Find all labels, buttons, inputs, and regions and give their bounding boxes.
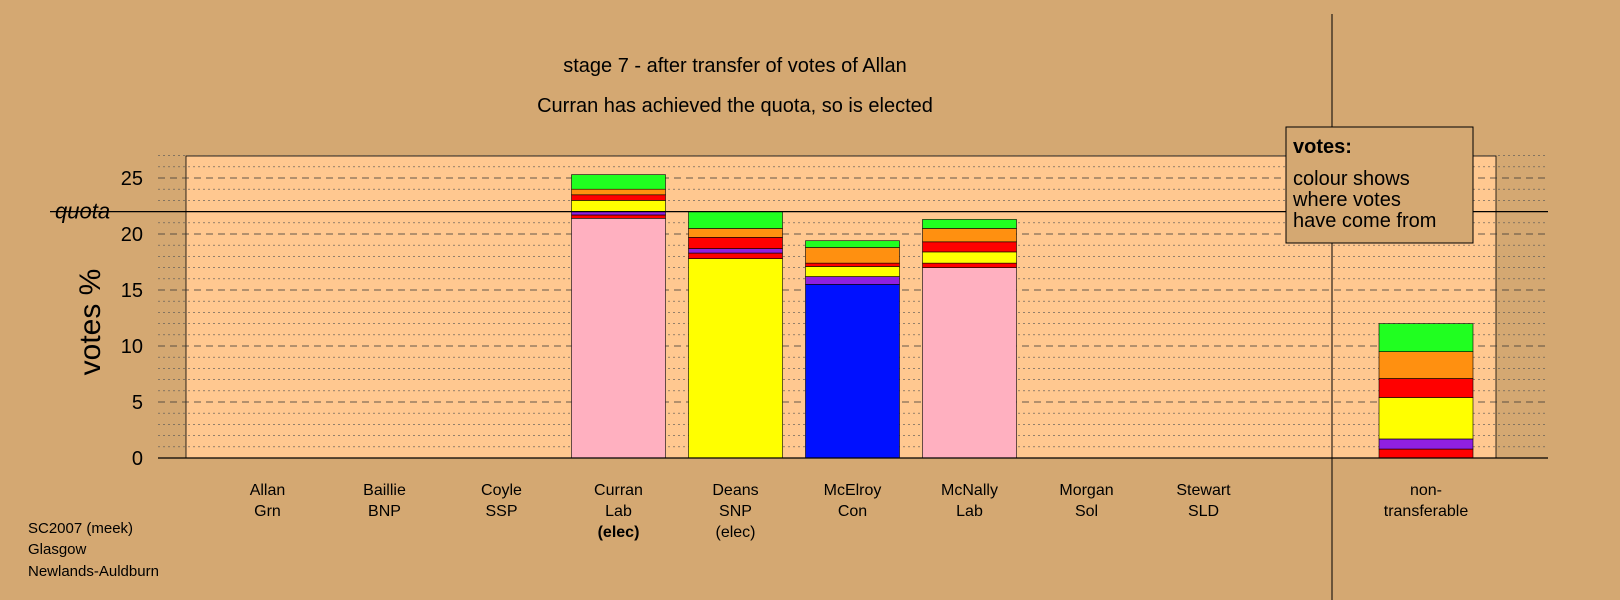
bar-segment <box>1378 397 1474 440</box>
candidate-party: Lab <box>605 503 632 520</box>
candidate-name: Stewart <box>1176 482 1231 499</box>
candidate-name: Allan <box>250 482 286 499</box>
bar-segment <box>571 218 666 459</box>
candidate-party: SSP <box>485 503 517 520</box>
bar-segment <box>688 248 783 254</box>
candidate-name: Deans <box>712 482 758 499</box>
bar-segment <box>1378 323 1474 352</box>
footer-council: Glasgow <box>28 541 87 558</box>
footer-election: SC2007 (meek) <box>28 520 133 537</box>
bar-segment <box>688 258 783 459</box>
bar-deans <box>688 211 783 459</box>
bar-mcelroy <box>805 240 900 459</box>
candidate-name: McNally <box>941 482 998 499</box>
bar-segment <box>805 284 900 459</box>
candidate-party: SLD <box>1188 503 1219 520</box>
legend: votes: colour shows where votes have com… <box>1285 126 1474 244</box>
candidate-status: (elec) <box>598 524 640 541</box>
candidate-party: Grn <box>254 503 281 520</box>
non-transferable-label-2: transferable <box>1384 503 1469 520</box>
bar-segment <box>922 267 1017 459</box>
candidate-name: McElroy <box>824 482 882 499</box>
bar-segment <box>1378 448 1474 459</box>
chart-subtitle: Curran has achieved the quota, so is ele… <box>537 95 933 117</box>
chart-title: stage 7 - after transfer of votes of All… <box>563 55 907 77</box>
y-tick-label: 25 <box>121 168 143 190</box>
bar-segment <box>571 174 666 190</box>
bar-segment <box>688 211 783 229</box>
y-tick-label: 15 <box>121 280 143 302</box>
bar-segment <box>688 228 783 238</box>
legend-line-1: colour shows <box>1293 168 1410 190</box>
quota-label: quota <box>55 199 110 224</box>
y-tick-label: 10 <box>121 336 143 358</box>
bar-segment <box>688 237 783 249</box>
y-tick-label: 5 <box>132 392 143 414</box>
bar-segment <box>922 241 1017 253</box>
legend-line-3: have come from <box>1293 210 1436 232</box>
bar-segment <box>805 247 900 264</box>
bar-segment <box>805 276 900 285</box>
bar-segment <box>571 188 666 196</box>
bar-segment <box>922 228 1017 243</box>
bar-segment <box>805 266 900 277</box>
candidate-name: Coyle <box>481 482 522 499</box>
non-transferable-label-1: non- <box>1410 482 1442 499</box>
bar-segment <box>922 262 1017 268</box>
y-tick-label: 0 <box>132 448 143 470</box>
candidate-name: Curran <box>594 482 643 499</box>
bar-segment <box>688 252 783 259</box>
candidate-name: Baillie <box>363 482 406 499</box>
bar-non-transferable <box>1378 323 1474 459</box>
bar-segment <box>922 219 1017 229</box>
y-tick-label: 20 <box>121 224 143 246</box>
bar-segment <box>805 240 900 248</box>
candidate-party: SNP <box>719 503 752 520</box>
bar-segment <box>571 214 666 219</box>
footer-ward: Newlands-Auldburn <box>28 563 159 580</box>
bar-segment <box>571 200 666 212</box>
bar-segment <box>805 262 900 267</box>
bars-group <box>571 174 1474 459</box>
legend-box <box>1285 126 1474 244</box>
bar-segment <box>571 194 666 201</box>
bar-segment <box>1378 378 1474 398</box>
bar-segment <box>1378 438 1474 450</box>
bar-curran <box>571 174 666 459</box>
candidate-party: BNP <box>368 503 401 520</box>
candidate-party: Lab <box>956 503 983 520</box>
y-tick-labels: 0 5 10 15 20 25 <box>121 168 143 470</box>
footer: SC2007 (meek) Glasgow Newlands-Auldburn <box>28 520 159 580</box>
y-axis-label: votes % <box>74 269 107 376</box>
candidate-party: Sol <box>1075 503 1098 520</box>
candidate-labels: Allan Grn Baillie BNP Coyle SSP Curran Lab (elec… <box>250 482 1469 541</box>
bar-segment <box>922 251 1017 264</box>
legend-title: votes: <box>1293 136 1352 158</box>
candidate-status: (elec) <box>715 524 755 541</box>
bar-segment <box>1378 351 1474 379</box>
candidate-name: Morgan <box>1059 482 1113 499</box>
candidate-party: Con <box>838 503 867 520</box>
legend-line-2: where votes <box>1292 189 1401 211</box>
bar-mcnally <box>922 219 1017 459</box>
